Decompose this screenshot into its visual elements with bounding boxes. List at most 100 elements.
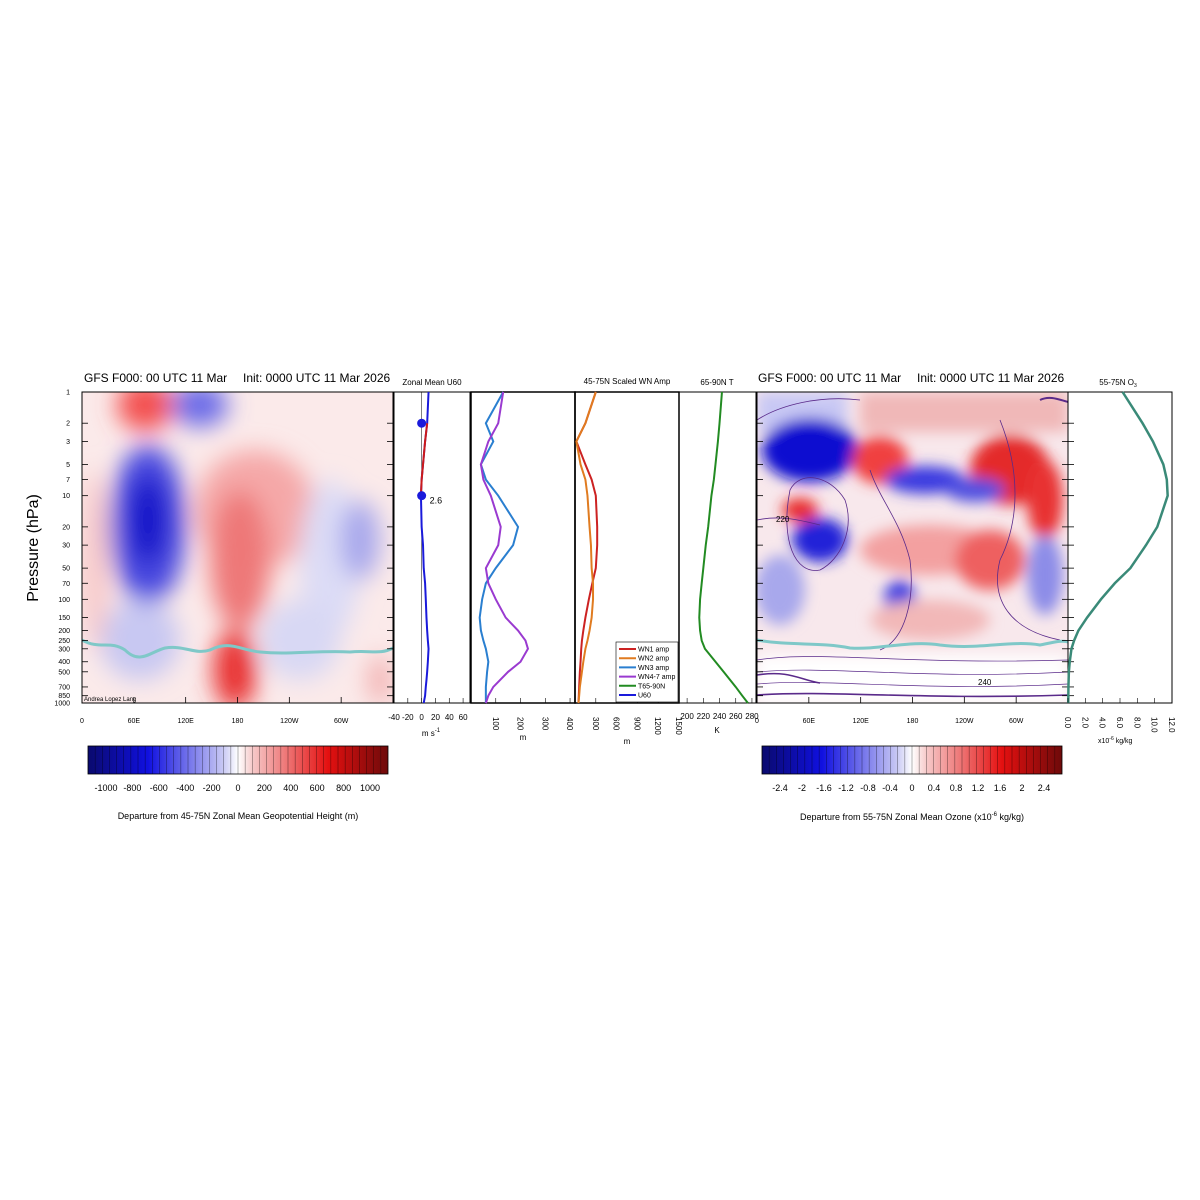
- wn-legend: WN1 amp WN2 amp WN3 amp WN4-7 amp T65-90N U60: [615, 641, 679, 703]
- temperature-tick-label: 240: [713, 712, 727, 721]
- wn3-tick-label: 300: [540, 717, 549, 731]
- ozone-tropopause-line: [757, 638, 1068, 650]
- longitude-tick-label: 60W: [334, 718, 349, 725]
- wn1-tick-label: 1200: [653, 717, 662, 735]
- longitude-tick-label: 60E: [803, 718, 816, 725]
- wn-amp-title: 45-75N Scaled WN Amp: [584, 377, 671, 386]
- pressure-tick-label: 10: [62, 493, 70, 500]
- colorbar-tick-label: -400: [176, 783, 194, 793]
- pressure-tick-label: 1: [66, 390, 70, 397]
- longitude-tick-label: 60E: [128, 718, 141, 725]
- pressure-tick-label: 2: [66, 421, 70, 428]
- longitude-tick-label: 0: [755, 718, 759, 725]
- longitude-axis: 0 60E 120E 180 120W 60W: [80, 697, 349, 725]
- colorbar-tick-label: -800: [123, 783, 141, 793]
- legend-entry: T65-90N: [638, 683, 665, 690]
- pressure-tick-label: 100: [58, 597, 70, 604]
- wn3-xlabel: m: [520, 733, 527, 742]
- colorbar-tick-label: 0.8: [950, 783, 963, 793]
- u60-tick-label: -20: [402, 713, 414, 722]
- u60-title: Zonal Mean U60: [402, 378, 462, 387]
- colorbar-tick-label: 0: [909, 783, 914, 793]
- ozone-colorbar-label: Departure from 55-75N Zonal Mean Ozone (…: [800, 812, 1024, 822]
- left-title-left: GFS F000: 00 UTC 11 Mar: [84, 371, 227, 385]
- legend-entry: U60: [638, 693, 651, 700]
- height-departure-field: [82, 392, 393, 703]
- pressure-tick-label: 7: [66, 477, 70, 484]
- colorbar-tick-label: -200: [203, 783, 221, 793]
- pressure-tick-label: 300: [58, 646, 70, 653]
- temperature-tick-label: 200: [680, 712, 694, 721]
- pressure-tick-label: 20: [62, 524, 70, 531]
- wn-series-line: [478, 391, 520, 703]
- colorbar-tick-label: -1.6: [816, 783, 832, 793]
- pressure-axis-label: Pressure (hPa): [25, 494, 42, 602]
- colorbar-tick-label: 1.2: [972, 783, 985, 793]
- credit-label: Andrea Lopez Lang: [84, 697, 136, 703]
- wn-amp-panel: 45-75N Scaled WN Amp 100 200 300 400 300 600 9…: [470, 377, 683, 746]
- wn1-xlabel: m: [624, 737, 631, 746]
- legend-entry: WN4-7 amp: [638, 674, 675, 681]
- longitude-tick-label: 120E: [177, 718, 194, 725]
- wn1-tick-label: 1500: [674, 717, 683, 735]
- u60-tick-label: 0: [419, 713, 424, 722]
- pressure-tick-label: 70: [62, 581, 70, 588]
- legend-entry: WN1 amp: [638, 647, 669, 654]
- temperature-contours: [757, 396, 1068, 698]
- ozone-tick-label: 10.0: [1150, 717, 1159, 733]
- pressure-tick-label: 5: [66, 462, 70, 469]
- colorbar-tick-label: 1.6: [994, 783, 1007, 793]
- ozone-tick-label: 2.0: [1080, 717, 1089, 729]
- u60-marker: [417, 418, 427, 428]
- colorbar-tick-label: 2: [1019, 783, 1024, 793]
- colorbar-tick-label: -1000: [94, 783, 117, 793]
- colorbar-tick-label: 0.4: [928, 783, 941, 793]
- longitude-tick-label: 120W: [280, 718, 299, 725]
- u60-xlabel: m s-1: [422, 728, 441, 738]
- wn1-tick-label: 900: [632, 717, 641, 731]
- ozone-tick-label: 4.0: [1098, 717, 1107, 729]
- height-colorbar-label: Departure from 45-75N Zonal Mean Geopote…: [118, 811, 359, 821]
- colorbar-tick-label: 0: [235, 783, 240, 793]
- pressure-tick-label: 400: [58, 659, 70, 666]
- ozone-tick-label: 12.0: [1167, 717, 1176, 733]
- colorbar-tick-label: -1.2: [838, 783, 854, 793]
- colorbar-tick-label: 800: [336, 783, 351, 793]
- longitude-tick-label: 60W: [1009, 718, 1024, 725]
- temperature-profile-panel: 65-90N T 200 220 240 260 280 K: [678, 378, 759, 735]
- pressure-tick-label: 200: [58, 628, 70, 635]
- colorbar-tick-label: -2: [798, 783, 806, 793]
- colorbar-tick-label: 2.4: [1038, 783, 1051, 793]
- wn3-tick-label: 400: [565, 717, 574, 731]
- u60-marker: [417, 491, 427, 501]
- tropopause-line: [82, 638, 393, 659]
- longitude-tick-label: 180: [907, 718, 919, 725]
- ozone-departure-field: [757, 392, 1068, 703]
- longitude-tick-label: 180: [232, 718, 244, 725]
- u60-annotation: 2.6: [430, 496, 443, 506]
- contour-label-220: 220: [776, 515, 790, 524]
- right-title-left: GFS F000: 00 UTC 11 Mar: [758, 371, 901, 385]
- legend-entry: WN3 amp: [638, 665, 669, 672]
- pressure-tick-label: 850: [58, 693, 70, 700]
- pressure-tick-label: 700: [58, 684, 70, 691]
- temperature-line: [698, 391, 749, 704]
- longitude-tick-label: 120W: [955, 718, 974, 725]
- u60-profile-panel: Zonal Mean U60 2.6 -40 -20 0 20 40 60 m s-1: [388, 378, 471, 738]
- u60-easterly-segment: [419, 423, 429, 496]
- wn1-tick-label: 600: [612, 717, 621, 731]
- legend-entry: WN2 amp: [638, 656, 669, 663]
- ozone-tick-label: 0.0: [1063, 717, 1072, 729]
- longitude-tick-label: 120E: [852, 718, 869, 725]
- pressure-tick-label: 250: [58, 638, 70, 645]
- pressure-tick-label: 50: [62, 566, 70, 573]
- pressure-tick-label: 150: [58, 615, 70, 622]
- pressure-tick-label: 500: [58, 669, 70, 676]
- wn3-tick-label: 200: [516, 717, 525, 731]
- temperature-title: 65-90N T: [700, 378, 733, 387]
- contour-label-240: 240: [978, 678, 992, 687]
- temperature-tick-label: 220: [697, 712, 711, 721]
- colorbar-tick-label: 400: [283, 783, 298, 793]
